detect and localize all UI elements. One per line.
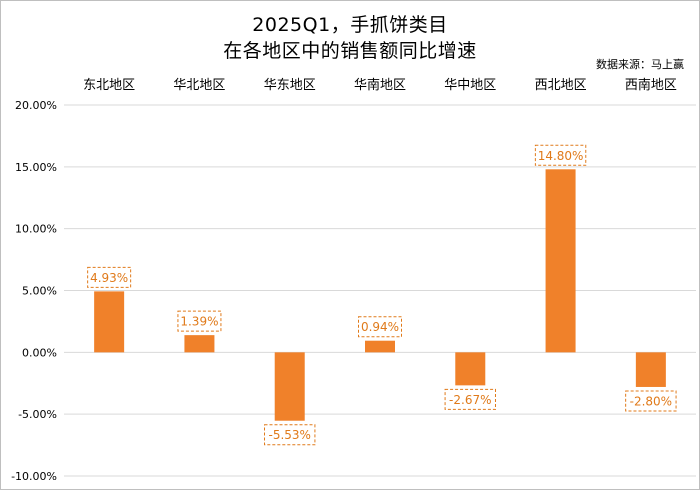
- x-category-label: 东北地区: [83, 78, 135, 93]
- y-tick-label: -10.00%: [11, 470, 57, 483]
- data-label: 14.80%: [538, 149, 584, 163]
- y-tick-label: 15.00%: [15, 161, 57, 174]
- data-label-box: [358, 316, 402, 338]
- data-source-note: 数据来源：马上赢: [596, 58, 684, 71]
- y-tick-label: 20.00%: [15, 99, 57, 112]
- y-tick-label: 0.00%: [22, 346, 57, 359]
- bar: [184, 335, 215, 353]
- y-tick-label: 10.00%: [15, 223, 57, 236]
- data-label: -2.80%: [630, 394, 672, 408]
- data-label: -5.53%: [268, 428, 310, 442]
- x-category-label: 西南地区: [625, 77, 677, 93]
- bar: [274, 352, 305, 421]
- bar: [455, 352, 486, 386]
- data-label-box: [87, 266, 132, 288]
- y-tick-label: 5.00%: [22, 285, 57, 298]
- data-label: 0.94%: [361, 320, 399, 334]
- chart-title: 2025Q1，手抓饼类目: [252, 14, 448, 36]
- data-label-box: [264, 424, 316, 446]
- x-category-label: 华南地区: [354, 77, 406, 93]
- bar: [365, 340, 395, 353]
- data-label: 4.93%: [90, 271, 128, 285]
- data-label-box: [444, 388, 496, 410]
- chart-subtitle: 在各地区中的销售额同比增速: [223, 40, 477, 62]
- y-tick-label: -5.00%: [18, 408, 57, 421]
- data-label: -2.67%: [449, 393, 491, 407]
- x-category-label: 华中地区: [444, 78, 496, 93]
- data-label-box: [177, 310, 222, 332]
- data-label-box: [534, 144, 587, 166]
- x-category-label: 华东地区: [264, 78, 316, 93]
- bar: [635, 352, 666, 387]
- bar: [94, 291, 125, 353]
- data-label: 1.39%: [180, 315, 218, 329]
- bar: [545, 169, 576, 353]
- x-category-label: 华北地区: [173, 78, 225, 93]
- x-category-label: 西北地区: [535, 78, 587, 93]
- data-label-box: [625, 390, 677, 412]
